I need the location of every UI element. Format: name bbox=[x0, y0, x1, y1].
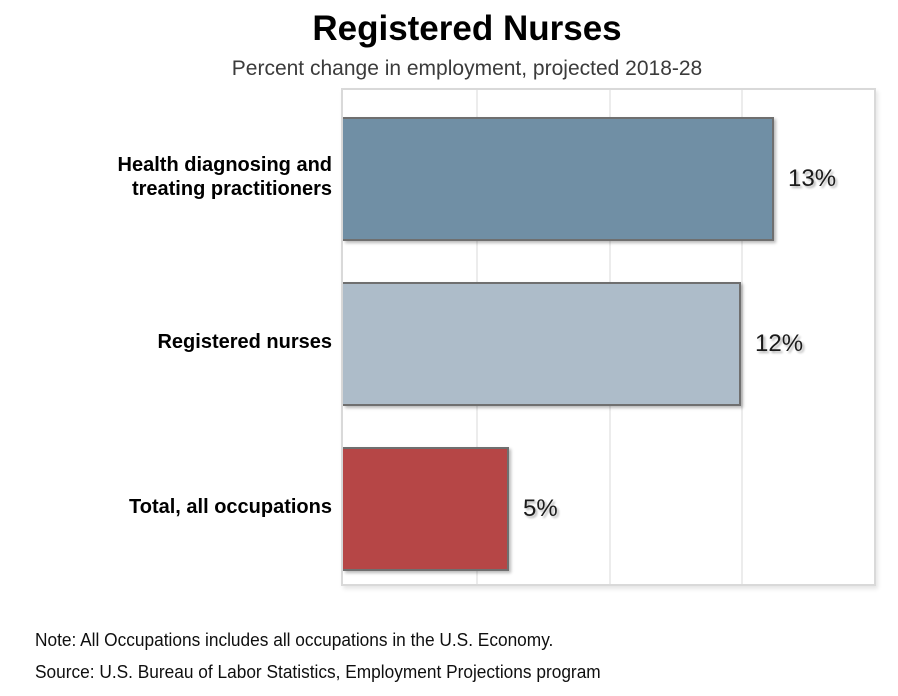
plot-area: 13% 12% 5% bbox=[341, 88, 876, 586]
chart-subtitle: Percent change in employment, projected … bbox=[231, 57, 703, 80]
bar-2 bbox=[343, 447, 509, 571]
bar-value-label-0: 13% bbox=[788, 165, 837, 192]
source-text: Source: U.S. Bureau of Labor Statistics,… bbox=[35, 662, 601, 682]
chart-footer: Note: All Occupations includes all occup… bbox=[35, 624, 624, 688]
bar-1 bbox=[343, 282, 741, 406]
category-label-1: Registered nurses bbox=[157, 331, 332, 353]
bar-value-label-1: 12% bbox=[755, 330, 804, 357]
bar-0 bbox=[343, 117, 774, 241]
note-text: Note: All Occupations includes all occup… bbox=[35, 630, 554, 650]
category-label-2: Total, all occupations bbox=[129, 496, 332, 518]
gridline-12pct bbox=[741, 90, 743, 584]
chart-title: Registered Nurses bbox=[312, 9, 622, 48]
chart-header: Registered Nurses Percent change in empl… bbox=[36, 0, 898, 81]
category-label-0: Health diagnosing and treating practitio… bbox=[117, 154, 332, 200]
category-labels: Health diagnosing and treating practitio… bbox=[0, 90, 332, 584]
bar-value-label-2: 5% bbox=[523, 495, 558, 522]
